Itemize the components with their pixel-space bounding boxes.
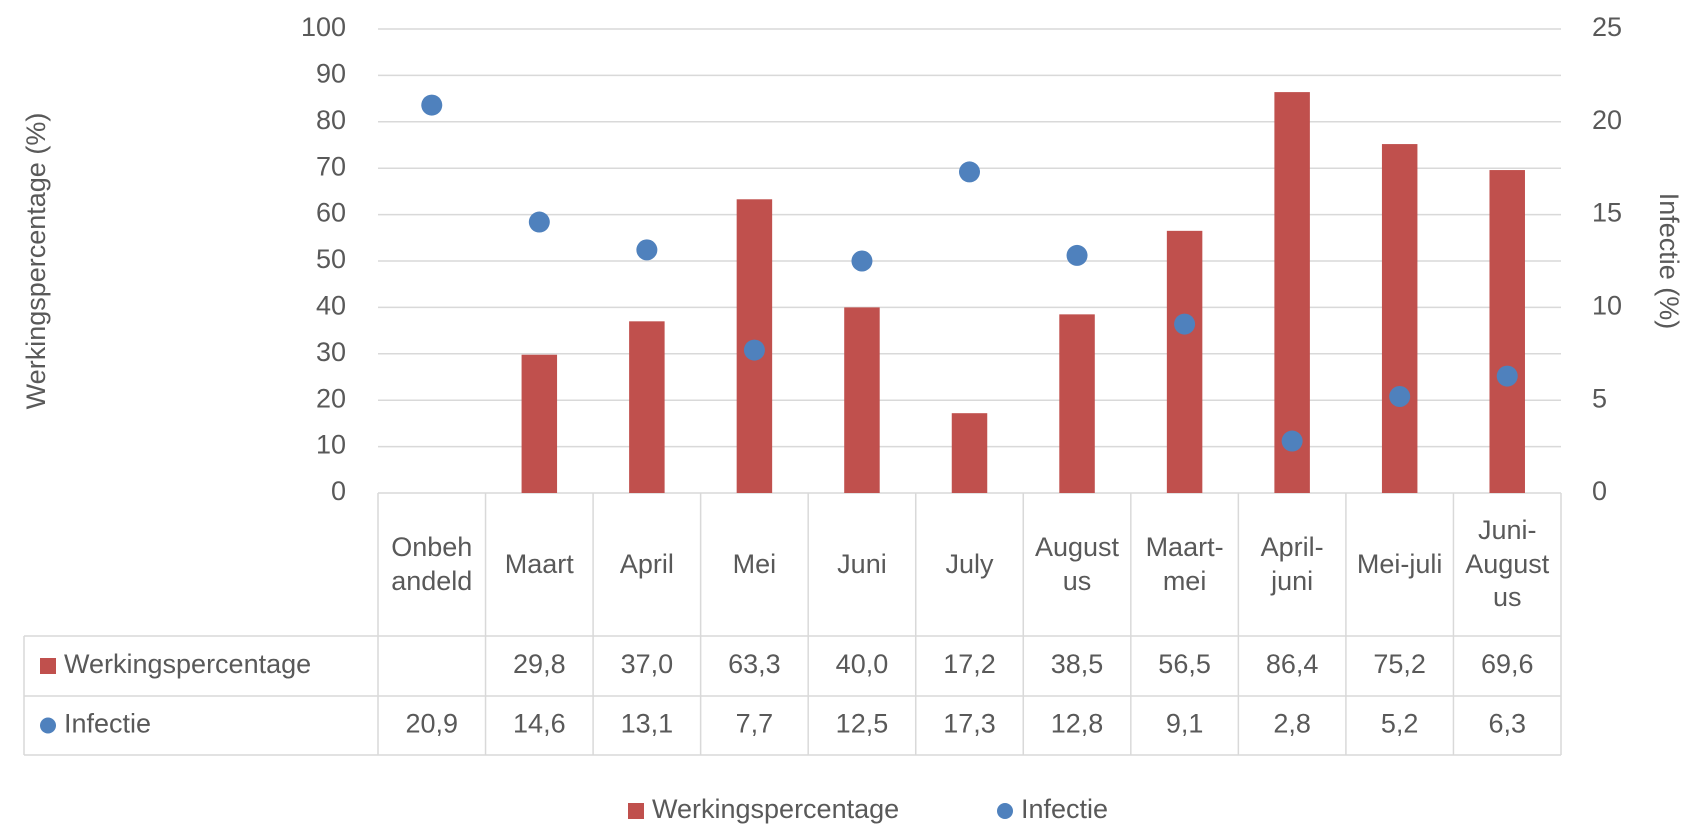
y2-tick-label: 0 bbox=[1592, 476, 1607, 506]
y-tick-label: 90 bbox=[316, 59, 346, 89]
legend-marker bbox=[997, 803, 1013, 819]
y-tick-label: 70 bbox=[316, 151, 346, 181]
bar bbox=[1059, 314, 1095, 493]
y2-axis-title: Infectie (%) bbox=[1654, 193, 1684, 330]
x-tick-label-box: Mei bbox=[732, 548, 777, 579]
dot bbox=[1389, 385, 1411, 407]
x-tick-label: July bbox=[945, 548, 994, 579]
table-row-label: Werkingspercentage bbox=[64, 649, 311, 679]
table-value: 2,8 bbox=[1273, 709, 1311, 739]
dot bbox=[421, 94, 443, 116]
table-value: 6,3 bbox=[1488, 709, 1526, 739]
y-tick-label: 50 bbox=[316, 244, 346, 274]
x-tick-label-box: Onbehandeld bbox=[391, 531, 473, 596]
table-value: 69,6 bbox=[1481, 649, 1534, 679]
table-value: 9,1 bbox=[1166, 709, 1204, 739]
x-tick-label-box: Augustus bbox=[1035, 531, 1120, 596]
y2-tick-label: 25 bbox=[1592, 12, 1622, 42]
table-value: 17,2 bbox=[943, 649, 996, 679]
y-tick-label: 10 bbox=[316, 430, 346, 460]
x-tick-label-box: Juni bbox=[837, 548, 887, 579]
y-tick-label: 60 bbox=[316, 198, 346, 228]
x-tick-label: Mei bbox=[732, 548, 777, 579]
dot bbox=[1496, 365, 1518, 387]
y2-tick-label: 15 bbox=[1592, 198, 1622, 228]
dot bbox=[1174, 313, 1196, 335]
y-axis-title: Werkingspercentage (%) bbox=[21, 113, 51, 410]
table-value: 13,1 bbox=[621, 709, 674, 739]
table-row-label: Infectie bbox=[64, 709, 151, 739]
x-tick-label-box: April bbox=[619, 548, 674, 579]
x-tick-label: Augustus bbox=[1035, 531, 1120, 596]
legend-label: Infectie bbox=[1021, 794, 1108, 824]
y-tick-label: 0 bbox=[331, 476, 346, 506]
dot bbox=[851, 250, 873, 272]
table-value: 20,9 bbox=[405, 709, 458, 739]
bar bbox=[1166, 230, 1203, 493]
table-value: 17,3 bbox=[943, 709, 996, 739]
y-tick-label: 40 bbox=[316, 291, 346, 321]
x-tick-label: Onbehandeld bbox=[391, 531, 473, 596]
x-tick-label: Maart bbox=[504, 548, 574, 579]
table-value: 56,5 bbox=[1158, 649, 1211, 679]
bar bbox=[1489, 170, 1525, 493]
x-tick-label-box: Juni-Augustus bbox=[1465, 514, 1550, 613]
x-tick-label: Juni bbox=[837, 548, 887, 579]
x-tick-label-box: July bbox=[945, 548, 994, 579]
dot bbox=[1281, 430, 1303, 452]
dot bbox=[528, 211, 550, 233]
legend-marker bbox=[628, 803, 644, 819]
dot bbox=[636, 239, 658, 261]
x-tick-label: April-juni bbox=[1260, 531, 1324, 596]
x-tick-label: Mei-juli bbox=[1356, 548, 1443, 579]
table-value: 29,8 bbox=[513, 649, 566, 679]
y2-tick-label: 5 bbox=[1592, 383, 1607, 413]
table-value: 5,2 bbox=[1381, 709, 1419, 739]
table-value: 86,4 bbox=[1266, 649, 1319, 679]
x-tick-label-box: April-juni bbox=[1260, 531, 1324, 596]
table-value: 75,2 bbox=[1373, 649, 1426, 679]
y2-tick-label: 20 bbox=[1592, 105, 1622, 135]
x-tick-label: Maart-mei bbox=[1145, 531, 1224, 596]
dot bbox=[743, 339, 765, 361]
y-tick-label: 100 bbox=[301, 12, 346, 42]
bar bbox=[1381, 144, 1418, 493]
table-value: 40,0 bbox=[836, 649, 889, 679]
bar bbox=[629, 321, 665, 493]
dot bbox=[1066, 244, 1088, 266]
table-value: 12,8 bbox=[1051, 709, 1104, 739]
table-value: 38,5 bbox=[1051, 649, 1104, 679]
legend-label: Werkingspercentage bbox=[652, 794, 899, 824]
x-tick-label: Juni-Augustus bbox=[1465, 514, 1550, 613]
bar bbox=[521, 354, 558, 493]
table-value: 14,6 bbox=[513, 709, 566, 739]
y-tick-label: 80 bbox=[316, 105, 346, 135]
x-tick-label: April bbox=[619, 548, 674, 579]
bar bbox=[951, 413, 988, 493]
y-tick-label: 20 bbox=[316, 383, 346, 413]
table-legend-marker bbox=[40, 717, 56, 734]
x-tick-label-box: Mei-juli bbox=[1356, 548, 1443, 579]
table-value: 7,7 bbox=[736, 709, 774, 739]
y-tick-label: 30 bbox=[316, 337, 346, 367]
y2-tick-label: 10 bbox=[1592, 291, 1622, 321]
table-legend-marker bbox=[40, 658, 56, 674]
dot bbox=[959, 161, 980, 183]
x-tick-label-box: Maart bbox=[504, 548, 574, 579]
table-value: 12,5 bbox=[836, 709, 889, 739]
table-value: 63,3 bbox=[728, 649, 781, 679]
table-value: 37,0 bbox=[621, 649, 674, 679]
bar bbox=[1274, 92, 1310, 493]
x-tick-label-box: Maart-mei bbox=[1145, 531, 1224, 596]
bar bbox=[844, 307, 880, 493]
